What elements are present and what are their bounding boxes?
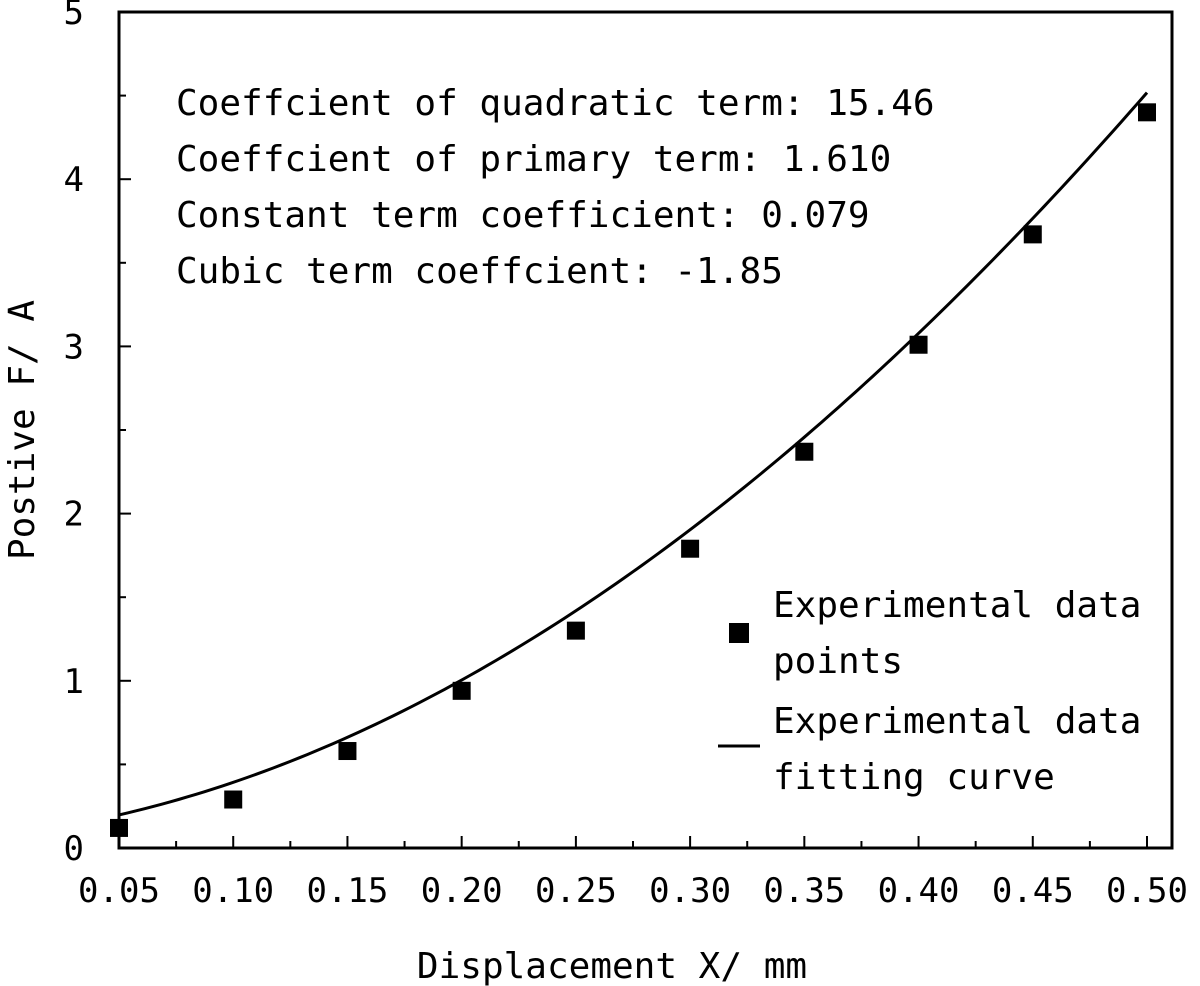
- annotation-primary: Coeffcient of primary term: 1.610: [176, 139, 891, 180]
- data-point: [452, 681, 471, 700]
- y-tick-label: 0: [64, 829, 84, 869]
- annotation-constant: Constant term coefficient: 0.079: [176, 195, 870, 236]
- data-point: [909, 335, 928, 354]
- x-tick-label: 0.30: [649, 871, 731, 911]
- x-tick-label: 0.25: [535, 871, 617, 911]
- legend-label-curve-line1: Experimental data: [773, 701, 1141, 742]
- data-point: [110, 818, 128, 837]
- data-point: [566, 621, 585, 640]
- y-tick-label: 3: [64, 327, 84, 367]
- data-point: [681, 539, 700, 558]
- y-tick-label: 4: [64, 160, 84, 200]
- data-point: [1023, 225, 1042, 244]
- annotation-block: Coeffcient of quadratic term: 15.46 Coef…: [176, 83, 935, 292]
- x-tick-label: 0.50: [1106, 871, 1188, 911]
- y-tick-label: 5: [64, 0, 84, 33]
- x-tick-label: 0.45: [992, 871, 1074, 911]
- fitting-curve: [118, 91, 1149, 817]
- legend-label-curve-line2: fitting curve: [773, 757, 1055, 798]
- legend-marker-square: [729, 623, 749, 643]
- x-tick-label: 0.15: [306, 871, 388, 911]
- legend-label-points-line2: points: [773, 641, 903, 682]
- y-tick-label: 1: [64, 662, 84, 702]
- data-point: [1138, 103, 1156, 122]
- data-point: [224, 790, 243, 809]
- x-axis-title: Displacement X/ mm: [417, 946, 807, 986]
- legend-label-points-line1: Experimental data: [773, 585, 1141, 626]
- annotation-cubic: Cubic term coeffcient: -1.85: [176, 251, 783, 292]
- y-tick-label: 2: [64, 495, 84, 535]
- x-tick-label: 0.40: [878, 871, 960, 911]
- axis-ticks: [118, 11, 1148, 849]
- x-tick-label: 0.20: [421, 871, 503, 911]
- x-tick-label: 0.05: [78, 871, 160, 911]
- data-point: [338, 742, 357, 761]
- annotation-quadratic: Coeffcient of quadratic term: 15.46: [176, 83, 935, 124]
- x-tick-label: 0.10: [192, 871, 274, 911]
- axis-tick-labels: 0 1 2 3 4 5 0.05 0.10 0.15 0.20 0.25 0.30 0.35 0.40 0.…: [64, 0, 1188, 911]
- x-tick-label: 0.35: [763, 871, 845, 911]
- legend: Experimental data points Experimental da…: [718, 585, 1141, 798]
- data-points: [110, 103, 1156, 837]
- y-axis-title: Postive F/ A: [2, 300, 43, 560]
- data-point: [795, 442, 814, 461]
